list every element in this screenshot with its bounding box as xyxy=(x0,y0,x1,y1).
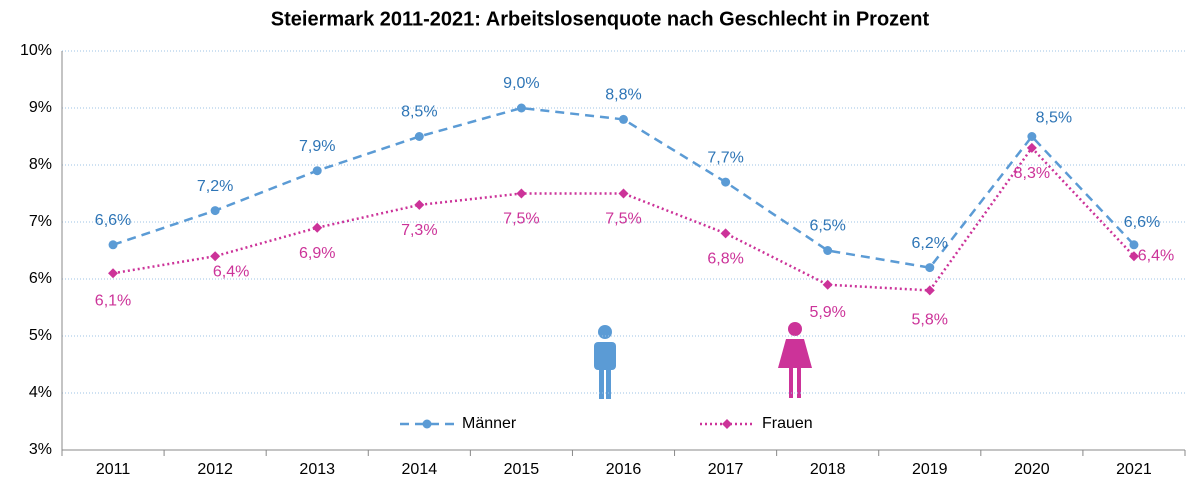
data-point xyxy=(823,246,833,255)
data-label: 5,9% xyxy=(809,304,845,321)
x-tick-label: 2013 xyxy=(299,461,335,478)
data-label: 8,5% xyxy=(401,104,437,121)
data-label: 6,2% xyxy=(912,235,948,252)
data-point xyxy=(1129,240,1139,250)
man-icon xyxy=(594,325,616,399)
data-point xyxy=(414,132,424,141)
data-point xyxy=(618,188,629,199)
data-label: 7,5% xyxy=(503,211,539,228)
data-point xyxy=(1027,132,1037,141)
data-label: 7,2% xyxy=(197,178,233,195)
x-tick-label: 2021 xyxy=(1116,461,1152,478)
data-label: 8,3% xyxy=(1014,165,1050,182)
woman-icon xyxy=(778,322,812,398)
chart-title: Steiermark 2011-2021: Arbeitslosenquote … xyxy=(271,8,930,30)
data-point xyxy=(312,222,323,233)
data-point xyxy=(312,166,322,176)
data-label: 6,6% xyxy=(95,212,131,229)
data-label: 8,8% xyxy=(605,87,641,104)
data-label: 9,0% xyxy=(503,75,539,92)
series-line xyxy=(112,106,1135,269)
data-label: 6,1% xyxy=(95,293,131,310)
data-point xyxy=(210,206,220,216)
y-tick-label: 10% xyxy=(20,42,52,59)
data-label: 7,3% xyxy=(401,222,437,239)
y-tick-label: 5% xyxy=(29,327,52,344)
data-point xyxy=(1026,142,1037,153)
data-point xyxy=(925,263,935,273)
data-point xyxy=(516,188,527,199)
data-point xyxy=(516,103,526,113)
data-point xyxy=(924,285,935,296)
x-tick-label: 2020 xyxy=(1014,461,1050,478)
data-label: 6,4% xyxy=(1138,247,1174,264)
data-point xyxy=(721,177,731,187)
data-point xyxy=(822,279,833,290)
x-tick-label: 2012 xyxy=(197,461,233,478)
data-point xyxy=(1128,251,1139,262)
data-label: 6,6% xyxy=(1124,214,1160,231)
data-label: 7,7% xyxy=(707,149,743,166)
data-point xyxy=(619,114,628,124)
data-label: 7,9% xyxy=(299,138,335,155)
x-tick-label: 2011 xyxy=(96,461,131,478)
x-tick-label: 2016 xyxy=(606,461,642,478)
data-label: 6,4% xyxy=(213,263,249,280)
x-tick-label: 2015 xyxy=(504,461,540,478)
x-tick-label: 2019 xyxy=(912,461,948,478)
y-tick-label: 8% xyxy=(29,156,52,173)
legend-label: Männer xyxy=(462,415,517,432)
y-tick-label: 7% xyxy=(29,213,52,230)
data-label: 5,8% xyxy=(912,312,948,329)
x-tick-label: 2018 xyxy=(810,461,846,478)
legend-label: Frauen xyxy=(762,415,813,432)
data-point xyxy=(414,199,425,210)
x-tick-label: 2014 xyxy=(402,461,438,478)
data-point xyxy=(720,228,731,239)
data-point xyxy=(108,240,118,250)
data-label: 6,8% xyxy=(707,251,743,268)
data-label: 6,5% xyxy=(809,218,845,235)
y-tick-label: 6% xyxy=(29,270,52,287)
y-tick-label: 3% xyxy=(29,441,52,458)
x-tick-label: 2017 xyxy=(708,461,744,478)
legend-marker xyxy=(722,419,732,429)
data-label: 6,9% xyxy=(299,245,335,262)
data-point xyxy=(108,268,119,279)
legend-marker xyxy=(422,419,432,429)
data-point xyxy=(210,251,221,262)
y-tick-label: 9% xyxy=(29,99,52,116)
data-label: 7,5% xyxy=(605,211,641,228)
data-label: 8,5% xyxy=(1036,110,1072,127)
y-tick-label: 4% xyxy=(29,384,52,401)
